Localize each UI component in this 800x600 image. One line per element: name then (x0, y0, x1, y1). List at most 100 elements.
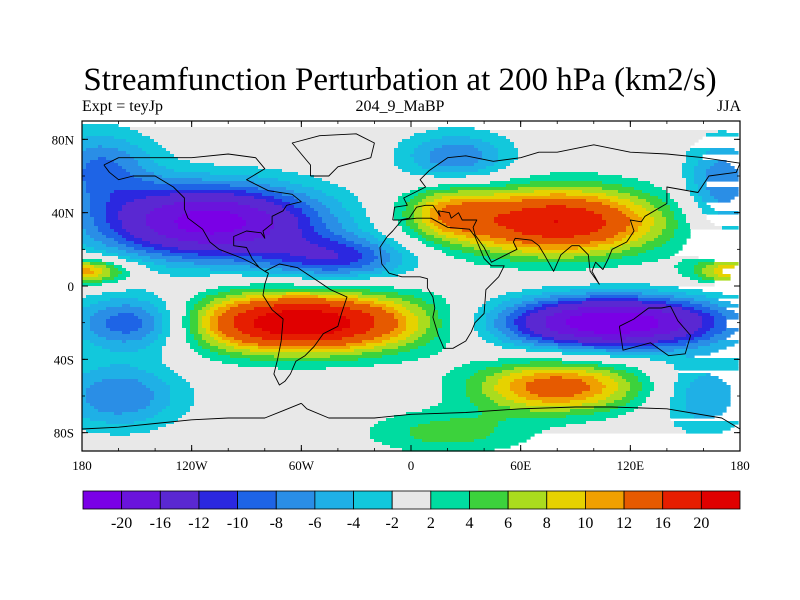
contour-cell (414, 157, 431, 161)
contour-cell (438, 328, 451, 332)
coastlines (81, 133, 741, 430)
contour-cell (158, 232, 211, 236)
contour-cell (438, 202, 463, 206)
contour-cell (578, 247, 611, 251)
contour-cell (118, 163, 139, 167)
contour-cell (194, 262, 271, 266)
contour-cell (362, 205, 395, 209)
contour-cell (510, 211, 595, 215)
contour-cell (682, 274, 699, 278)
contour-cell (122, 220, 147, 224)
contour-cell (94, 265, 107, 269)
contour-cell (446, 223, 499, 227)
contour-cell (370, 427, 411, 431)
contour-cell (82, 373, 155, 377)
contour-cell (654, 223, 667, 227)
contour-cell (214, 337, 223, 341)
contour-cell (666, 190, 691, 194)
contour-cell (330, 208, 347, 212)
contour-cell (154, 328, 163, 332)
contour-cell (466, 175, 531, 179)
contour-cell (714, 277, 731, 281)
contour-cell (162, 298, 191, 302)
contour-cell (234, 193, 263, 197)
contour-cell (702, 211, 719, 215)
contour-cell (410, 250, 443, 254)
contour-cell (190, 343, 199, 347)
contour-cell (602, 202, 619, 206)
contour-cell (542, 337, 555, 341)
contour-cell (622, 376, 639, 380)
contour-cell (298, 220, 311, 224)
contour-cell (470, 397, 491, 401)
contour-cell (238, 313, 267, 317)
contour-cell (418, 262, 475, 266)
contour-cell (394, 163, 419, 167)
colorbar-box (159, 490, 200, 510)
contour-cell (98, 334, 147, 338)
contour-cell (154, 415, 183, 419)
contour-cell (374, 337, 391, 341)
contour-cell (502, 340, 523, 344)
contour-cell (146, 250, 171, 254)
contour-cell (190, 316, 199, 320)
contour-cell (602, 226, 627, 230)
contour-cell (198, 310, 207, 314)
contour-cell (498, 295, 523, 299)
contour-cell (342, 337, 375, 341)
contour-cell (106, 217, 119, 221)
contour-cell (694, 166, 711, 170)
coastline (262, 263, 348, 386)
contour-cell (82, 136, 87, 140)
experiment-label: Expt = teyJp (82, 98, 164, 115)
contour-cell (198, 313, 207, 317)
contour-cell (622, 175, 683, 179)
contour-cell (630, 199, 647, 203)
contour-cell (150, 154, 175, 158)
contour-cell (402, 313, 415, 317)
contour-cell (370, 436, 415, 440)
contour-cell (410, 136, 443, 140)
contour-cell (558, 301, 583, 305)
contour-cell (690, 382, 727, 386)
contour-cell (506, 166, 683, 170)
contour-cell (334, 214, 351, 218)
contour-cell (162, 409, 191, 413)
season-label: JJA (716, 98, 741, 115)
contour-cell (282, 193, 307, 197)
contour-cell (118, 247, 135, 251)
contour-cell (386, 304, 403, 308)
contour-cell (690, 412, 723, 416)
contour-cell (210, 343, 227, 347)
contour-cell (158, 334, 171, 338)
contour-cell (194, 304, 207, 308)
contour-cell (726, 316, 739, 320)
contour-cell (350, 211, 367, 215)
contour-cell (486, 436, 531, 440)
contour-cell (82, 289, 127, 293)
contour-cell (402, 214, 415, 218)
contour-cell (374, 322, 399, 326)
contour-cell (402, 253, 415, 257)
contour-cell (414, 148, 435, 152)
contour-cell (170, 397, 195, 401)
contour-cell (150, 331, 163, 335)
contour-cell (350, 325, 375, 329)
contour-cell (82, 250, 87, 254)
contour-cell (646, 208, 659, 212)
contour-cell (186, 379, 443, 383)
contour-cell (326, 223, 343, 227)
contour-cell (686, 181, 695, 185)
contour-cell (414, 214, 423, 218)
contour-cell (82, 223, 95, 227)
contour-cell (154, 139, 403, 143)
contour-cell (694, 379, 723, 383)
contour-cell (186, 301, 199, 305)
contour-cell (438, 232, 455, 236)
contour-cell (310, 217, 323, 221)
contour-cell (218, 325, 235, 329)
contour-cell (394, 214, 403, 218)
contour-cell (374, 223, 399, 227)
contour-cell (374, 346, 399, 350)
contour-cell (494, 385, 511, 389)
